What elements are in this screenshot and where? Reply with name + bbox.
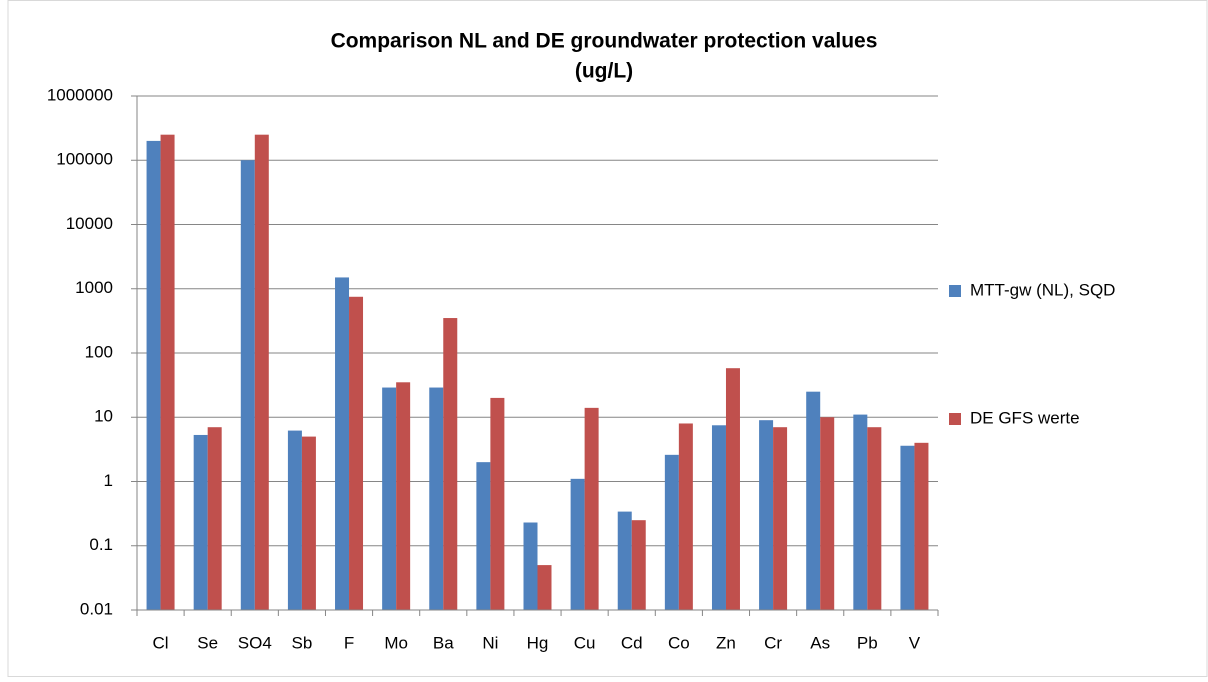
chart-title: (ug/L)	[575, 60, 633, 83]
bar	[382, 387, 397, 610]
bar	[537, 565, 552, 610]
bar	[631, 520, 646, 610]
x-tick-label: SO4	[238, 633, 272, 652]
bar	[773, 427, 788, 610]
chart-title: Comparison NL and DE groundwater protect…	[331, 30, 878, 53]
bar	[820, 417, 835, 610]
bar	[523, 522, 538, 610]
legend-label: DE GFS werte	[970, 408, 1080, 427]
y-tick-label: 0.01	[80, 599, 113, 618]
bar	[240, 160, 255, 610]
bar	[207, 427, 222, 610]
x-tick-label: Co	[668, 633, 690, 652]
x-tick-label: Cr	[764, 633, 782, 652]
bar	[160, 134, 175, 610]
x-tick-label: Cu	[574, 633, 596, 652]
bar	[476, 462, 491, 610]
bar	[725, 368, 740, 610]
x-tick-label: Mo	[384, 633, 408, 652]
x-tick-label: F	[344, 633, 354, 652]
bar	[853, 414, 868, 610]
bar	[867, 427, 882, 610]
y-tick-label: 10	[94, 407, 113, 426]
y-tick-label: 10000	[66, 214, 113, 233]
y-tick-label: 1000000	[47, 85, 113, 104]
x-tick-label: Sb	[292, 633, 313, 652]
x-tick-label: Cl	[153, 633, 169, 652]
bar	[584, 407, 599, 610]
x-tick-label: Pb	[857, 633, 878, 652]
bar	[617, 511, 632, 610]
x-tick-label: Se	[197, 633, 218, 652]
legend-swatch	[949, 413, 961, 425]
chart-frame	[7, 0, 1208, 677]
bar	[429, 387, 444, 610]
bar	[301, 436, 316, 610]
bar	[806, 391, 821, 610]
y-tick-label: 100000	[56, 150, 113, 169]
bar	[664, 454, 679, 610]
legend-label: MTT-gw (NL), SQD	[970, 280, 1115, 299]
bar	[254, 134, 269, 610]
bar	[759, 420, 774, 610]
bar	[146, 140, 161, 611]
x-tick-label: V	[909, 633, 921, 652]
bar	[193, 434, 208, 610]
bar	[335, 277, 350, 610]
legend-swatch	[949, 285, 961, 297]
y-tick-label: 100	[85, 342, 113, 361]
x-tick-label: Ni	[482, 633, 498, 652]
bar	[349, 296, 364, 610]
y-tick-label: 0.1	[89, 535, 113, 554]
x-tick-label: Zn	[716, 633, 736, 652]
bar	[490, 397, 505, 610]
bar	[900, 445, 915, 610]
x-tick-label: As	[810, 633, 830, 652]
x-tick-label: Hg	[527, 633, 549, 652]
bar	[678, 423, 693, 610]
bar	[287, 430, 302, 610]
y-tick-label: 1	[104, 471, 113, 490]
bar	[570, 478, 585, 610]
x-tick-label: Ba	[433, 633, 454, 652]
bar	[914, 442, 929, 610]
y-tick-label: 1000	[75, 278, 113, 297]
bar	[711, 425, 726, 610]
x-tick-label: Cd	[621, 633, 643, 652]
bar	[443, 318, 458, 610]
bar	[396, 382, 411, 610]
